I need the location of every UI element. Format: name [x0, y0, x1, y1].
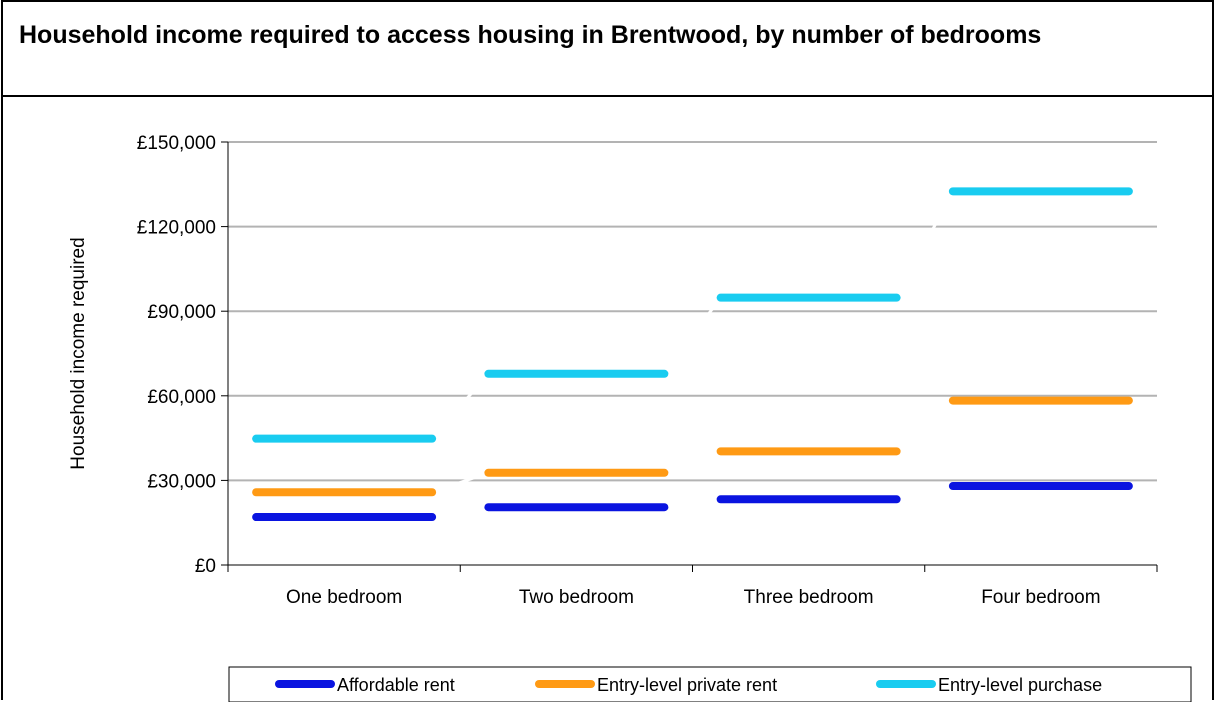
x-tick-label: Two bedroom [519, 587, 634, 608]
axes [221, 141, 1158, 572]
chart-title: Household income required to access hous… [19, 21, 1042, 49]
y-tick-label: £0 [195, 556, 216, 577]
y-tick-label: £150,000 [137, 133, 216, 154]
y-axis-title: Household income required [68, 237, 89, 469]
series-connector [663, 296, 722, 375]
series-connector [664, 497, 721, 509]
x-tick-label: One bedroom [286, 587, 402, 608]
legend: Affordable rent Entry-level private rent E… [228, 666, 1192, 702]
series-connector [431, 471, 489, 494]
series-connector [895, 399, 954, 453]
series-connector [431, 505, 489, 519]
series-connector [430, 372, 490, 440]
legend-box [228, 666, 1192, 702]
chart-title-box: Household income required to access hous… [3, 2, 1212, 97]
y-tick-label: £60,000 [147, 387, 216, 408]
x-tick-label: Four bedroom [981, 587, 1100, 608]
series-marks [252, 187, 1133, 522]
series-connector [895, 190, 955, 299]
legend-label: Entry-level purchase [938, 675, 1102, 695]
y-tick-label: £90,000 [147, 302, 216, 323]
legend-label: Affordable rent [337, 675, 455, 695]
gridlines [228, 141, 1157, 482]
y-tick-label: £30,000 [147, 471, 216, 492]
series-connector [663, 449, 722, 475]
series-connector [896, 484, 954, 501]
tick-labels: £0 £30,000 £60,000 £90,000 £120,000 £150,000 O… [137, 133, 1101, 608]
legend-label: Entry-level private rent [597, 675, 777, 695]
x-tick-label: Three bedroom [744, 587, 874, 608]
y-tick-label: £120,000 [137, 218, 216, 239]
